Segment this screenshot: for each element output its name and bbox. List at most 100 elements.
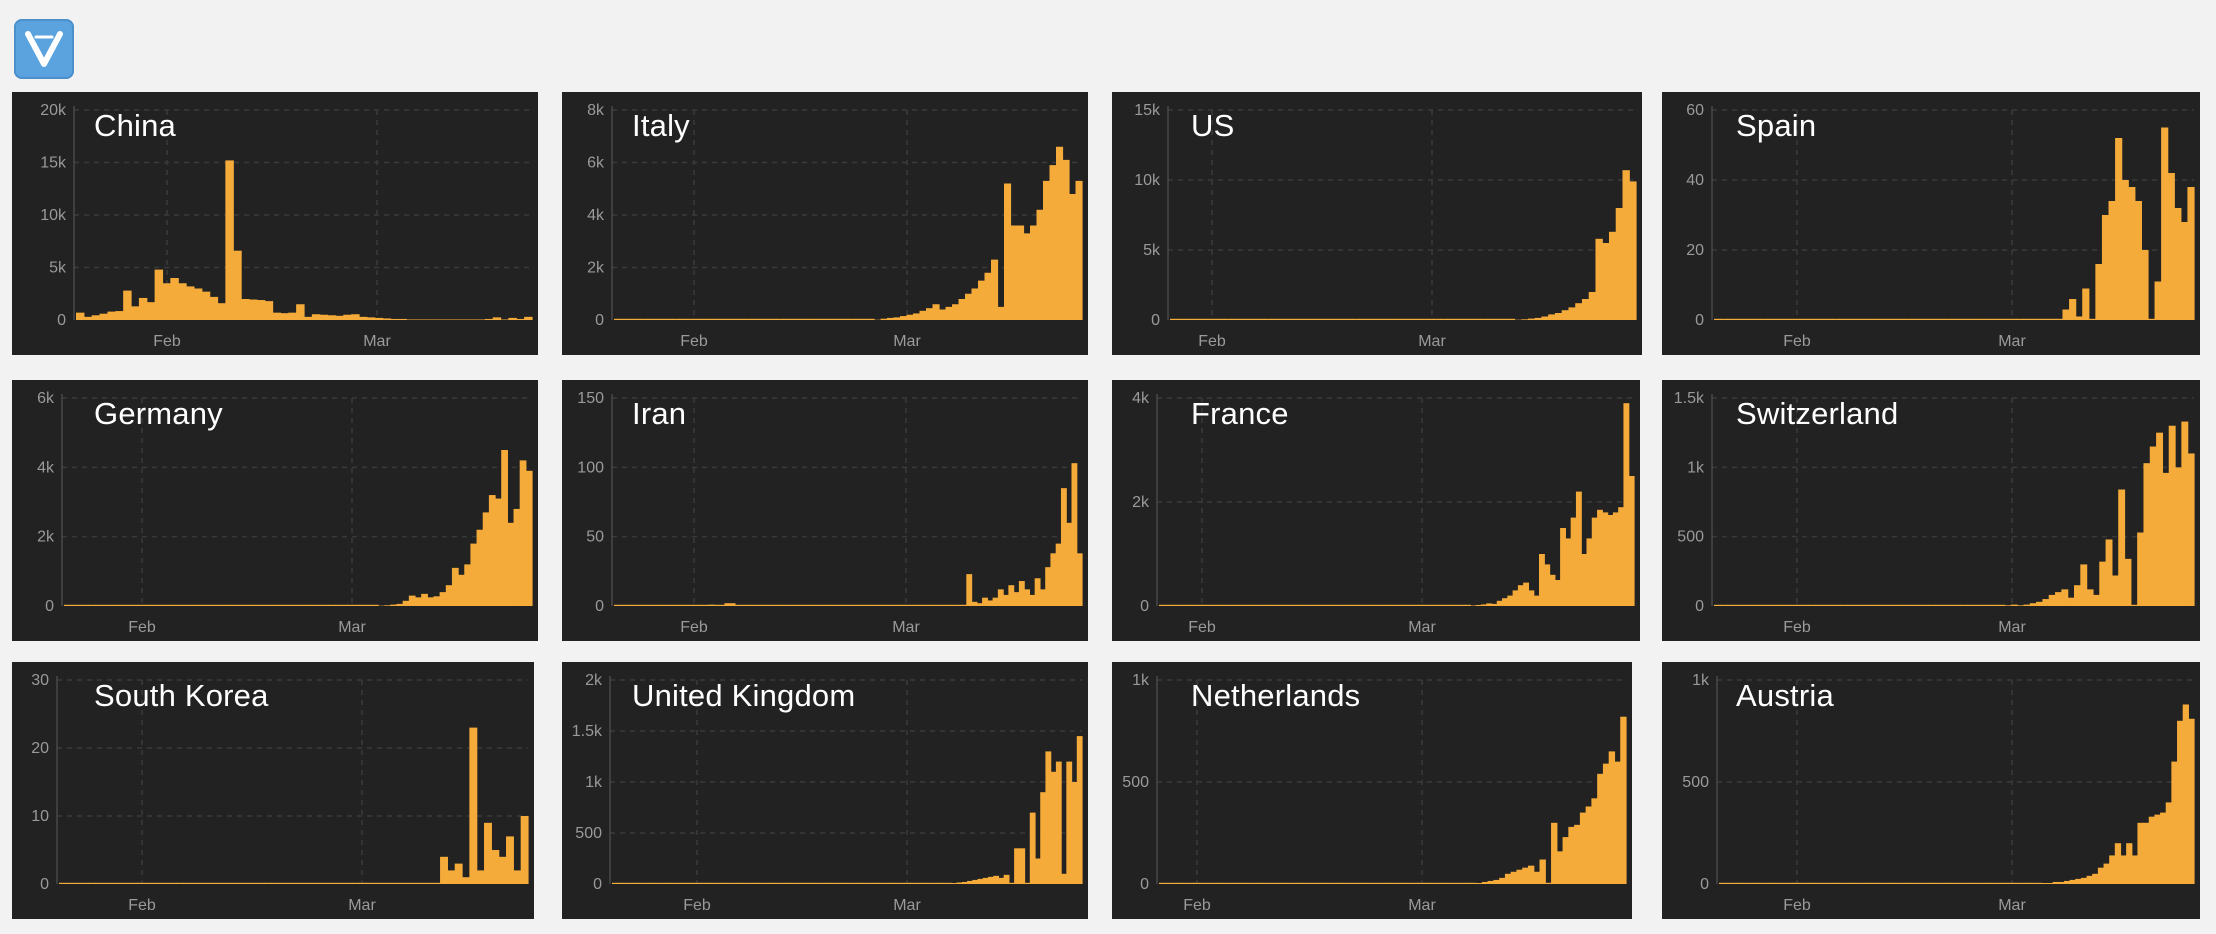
bar	[1727, 318, 1735, 320]
bar	[249, 882, 258, 884]
bar	[1060, 488, 1067, 606]
bar	[410, 882, 419, 884]
bar	[1803, 882, 1811, 884]
bar	[462, 877, 470, 884]
bar	[2055, 592, 2062, 606]
bar	[66, 882, 75, 884]
bar	[351, 314, 360, 320]
bar	[750, 604, 757, 606]
bar	[1843, 882, 1850, 884]
bar	[1622, 170, 1630, 320]
bar	[1732, 604, 1740, 606]
bar	[798, 604, 804, 606]
bar	[1777, 604, 1785, 606]
bar	[1203, 318, 1212, 320]
x-tick-label: Mar	[1998, 333, 2026, 350]
bar	[1159, 604, 1165, 606]
bar	[903, 604, 910, 606]
bar	[2160, 812, 2167, 884]
y-tick-label: 500	[1122, 774, 1149, 791]
bar	[1884, 318, 1893, 320]
bar	[850, 604, 857, 606]
bar	[1039, 589, 1046, 606]
bar	[110, 882, 119, 884]
bar	[1251, 318, 1259, 320]
bar	[1257, 318, 1266, 320]
bar	[845, 604, 852, 606]
bar	[278, 882, 287, 884]
bar	[1585, 806, 1593, 884]
bar	[2017, 605, 2025, 606]
chart-title: South Korea	[94, 678, 269, 713]
bar	[406, 319, 415, 320]
bar	[737, 882, 744, 884]
app-logo-icon[interactable]	[14, 19, 74, 79]
bar	[763, 882, 770, 884]
bar	[183, 882, 192, 884]
bar	[724, 603, 731, 606]
bar	[1205, 882, 1212, 884]
bar	[1360, 882, 1368, 884]
bar	[1470, 882, 1477, 884]
bar	[1332, 318, 1340, 320]
bar	[1871, 318, 1879, 320]
bar	[322, 882, 331, 884]
bar	[2069, 879, 2076, 884]
bar	[661, 604, 668, 606]
bar	[1429, 882, 1437, 884]
bar	[73, 882, 82, 884]
bar	[2035, 882, 2042, 884]
bar	[1385, 604, 1392, 606]
bar	[2101, 215, 2110, 320]
bar	[1741, 882, 1748, 884]
bar	[1071, 463, 1078, 606]
chart-title: Italy	[632, 108, 690, 143]
bar	[76, 312, 85, 320]
bar	[1190, 604, 1197, 606]
bar	[2082, 288, 2090, 320]
bar	[2187, 453, 2195, 606]
bar	[612, 882, 618, 884]
bar	[1618, 507, 1625, 606]
bar	[1227, 604, 1234, 606]
bar	[1176, 318, 1185, 320]
bar	[1312, 604, 1318, 606]
bar	[1730, 882, 1737, 884]
bar	[1014, 848, 1020, 884]
bar	[698, 318, 706, 320]
bar	[1069, 194, 1077, 320]
bar	[924, 604, 931, 606]
bar	[298, 604, 305, 606]
bar	[2108, 201, 2116, 320]
bar	[789, 318, 797, 320]
bar	[991, 259, 999, 320]
bar	[2097, 867, 2105, 884]
bar	[1476, 882, 1483, 884]
bar	[2168, 425, 2176, 606]
bar	[70, 604, 77, 606]
bar	[1770, 604, 1778, 606]
bar	[1878, 318, 1886, 320]
bar	[76, 604, 84, 606]
bar	[941, 882, 947, 884]
bar	[1966, 604, 1974, 606]
bar	[205, 882, 214, 884]
bar	[1852, 604, 1860, 606]
bar	[131, 306, 140, 320]
bar	[982, 877, 989, 884]
bar	[1349, 604, 1355, 606]
y-tick-label: 20	[31, 740, 49, 757]
bar	[1998, 604, 2006, 606]
bar	[1924, 318, 1932, 320]
bar	[2010, 604, 2018, 606]
bar	[2001, 882, 2008, 884]
bar	[1291, 318, 1299, 320]
bar	[1055, 761, 1062, 884]
bar	[1821, 604, 1829, 606]
bar	[1217, 318, 1225, 320]
x-tick-label: Feb	[683, 897, 711, 914]
bar	[1370, 604, 1376, 606]
bar	[264, 882, 273, 884]
bar	[1838, 318, 1847, 320]
bar	[286, 882, 295, 884]
